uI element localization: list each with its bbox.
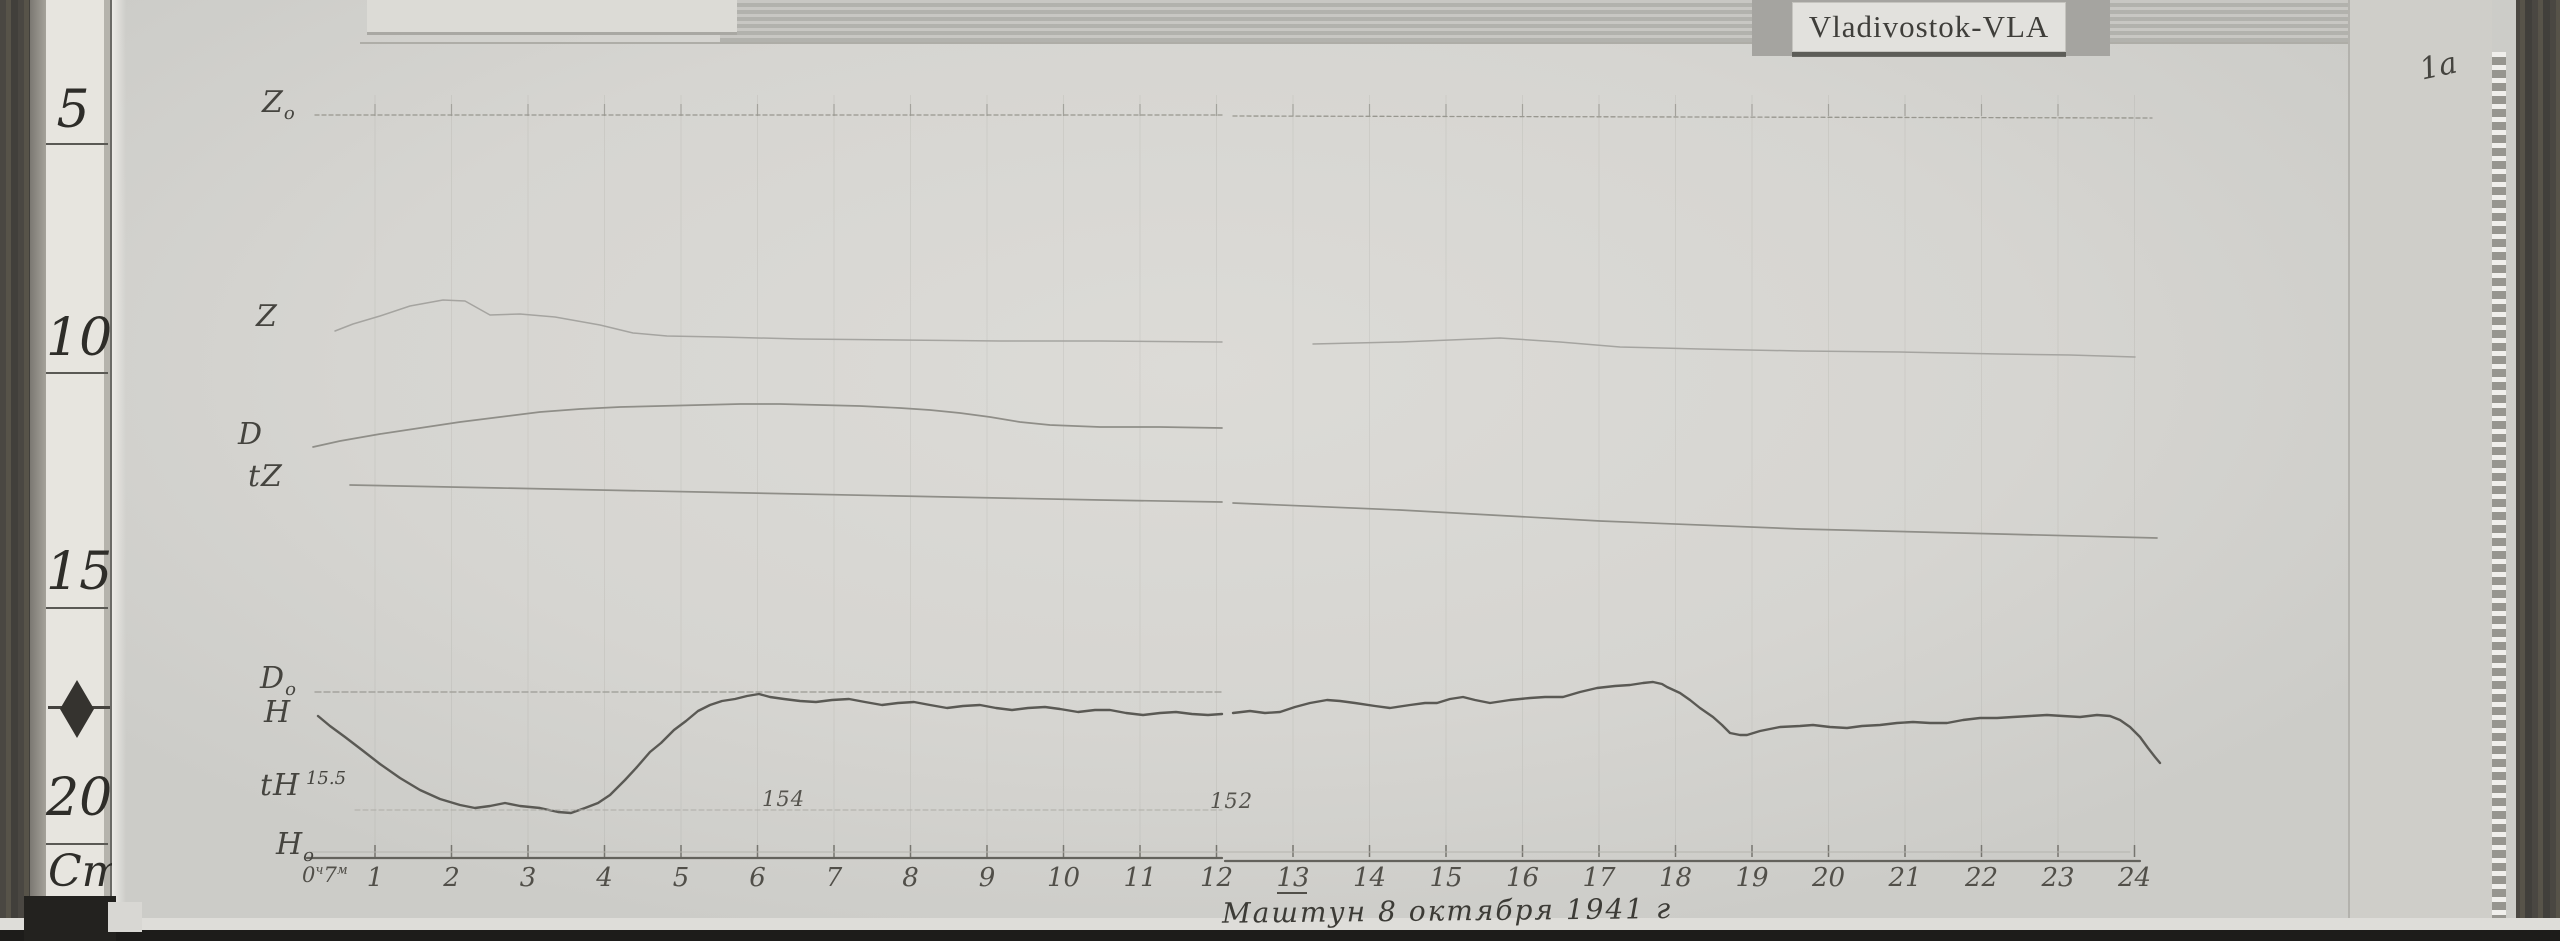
- tZ-trace: [1232, 502, 2158, 539]
- trace-label-main: H: [276, 827, 304, 862]
- trace-label-tZ: tZ: [248, 462, 283, 492]
- hour-label-14: 14: [1353, 863, 1386, 893]
- ruler-bevel: [30, 0, 46, 905]
- trace-label-main: Z: [256, 299, 278, 334]
- hour-label-15: 15: [1429, 863, 1462, 893]
- hour-label-19: 19: [1735, 863, 1768, 893]
- shelf-top-band: [720, 0, 2412, 44]
- film-sprocket-strip: [2492, 52, 2506, 922]
- trace-label-sub: o: [303, 845, 316, 866]
- trace-label-Z0: Zo: [262, 88, 296, 123]
- paper-right-edge-line: [2348, 0, 2350, 922]
- trace-label-main: D: [238, 417, 264, 452]
- ruler-line: [46, 143, 108, 145]
- hour-label-5: 5: [673, 863, 690, 893]
- ruler-foot-shadow: [24, 896, 116, 941]
- trace-label-main: tZ: [248, 459, 283, 494]
- table-wood-right: [2514, 0, 2560, 941]
- temp-annotation: 154: [762, 787, 805, 811]
- station-label: Vladivostok-VLA: [1792, 2, 2066, 52]
- cm-ruler: 5 10 15 20 Cm: [46, 0, 123, 900]
- trace-label-D0: Do: [260, 664, 297, 699]
- hour-label-20: 20: [1811, 863, 1845, 893]
- hour-label-24: 24: [2117, 863, 2151, 893]
- hour-label-22: 22: [1964, 863, 1998, 893]
- start-time-hour: 0: [302, 863, 316, 887]
- handwritten-caption: Маштун 8 октября 1941 г: [1221, 892, 1673, 930]
- hour-label-9: 9: [979, 863, 996, 893]
- hour-label-13: 13: [1276, 863, 1309, 893]
- H-trace: [1231, 680, 2162, 765]
- hour-label-7: 7: [826, 863, 843, 893]
- hour-label-16: 16: [1506, 863, 1539, 893]
- Z-trace: [334, 299, 1223, 343]
- hour-label-4: 4: [595, 863, 613, 893]
- ruler-foot-tab: [108, 902, 142, 932]
- H-trace: [316, 692, 1224, 815]
- D-trace: [312, 403, 1223, 448]
- ruler-line: [46, 607, 108, 609]
- temp-annotation: 152: [1210, 789, 1253, 813]
- trace-label-D: D: [238, 420, 263, 450]
- start-time-hour-unit: ч: [315, 863, 324, 878]
- table-wood-left: [0, 0, 30, 941]
- hour-label-21: 21: [1887, 863, 1921, 893]
- Z-trace: [1312, 337, 2136, 358]
- trace-label-sub: o: [283, 103, 296, 124]
- trace-label-main: tH: [260, 768, 301, 803]
- paper-right-margin: [2350, 0, 2492, 922]
- hour-label-23: 23: [2040, 863, 2074, 893]
- trace-label-H: H: [264, 698, 291, 728]
- hour-label-6: 6: [749, 863, 766, 893]
- trace-label-main: Z: [262, 85, 284, 120]
- paper-left-edge: [112, 0, 126, 922]
- photo-paper: [112, 0, 2516, 922]
- ruler-mark-5: 5: [56, 80, 90, 140]
- trace-label-main: D: [260, 661, 286, 696]
- trace-label-tH: tH 15.5: [260, 770, 346, 801]
- paper-fold-line: [360, 42, 2352, 44]
- start-time-min: 7: [323, 863, 337, 887]
- start-time-label: 0ч7м: [302, 864, 348, 886]
- table-edge-highlight: [0, 918, 2560, 931]
- trace-label-H0: Ho: [276, 830, 315, 865]
- hour-label-8: 8: [902, 863, 919, 893]
- ruler-line: [46, 843, 108, 845]
- trace-label-sup: 15.5: [300, 768, 347, 789]
- tZ-trace: [349, 484, 1223, 503]
- hour-label-18: 18: [1659, 863, 1692, 893]
- hour-label-1: 1: [367, 863, 384, 893]
- hour-label-10: 10: [1047, 863, 1080, 893]
- hour-label-3: 3: [520, 863, 537, 893]
- trace-label-sub: o: [285, 679, 297, 700]
- backing-sheet-tab: [367, 0, 737, 35]
- trace-label-main: H: [264, 695, 292, 730]
- hour-label-2: 2: [442, 863, 460, 893]
- ruler-line: [46, 372, 108, 374]
- table-edge-shadow: [0, 930, 2560, 941]
- start-time-min-unit: м: [336, 863, 348, 878]
- trace-label-Z: Z: [256, 302, 278, 332]
- hour-label-17: 17: [1582, 863, 1616, 893]
- hour-label-12: 12: [1200, 863, 1233, 893]
- Z0-baseline: [1232, 115, 2153, 119]
- hour-label-11: 11: [1123, 863, 1156, 893]
